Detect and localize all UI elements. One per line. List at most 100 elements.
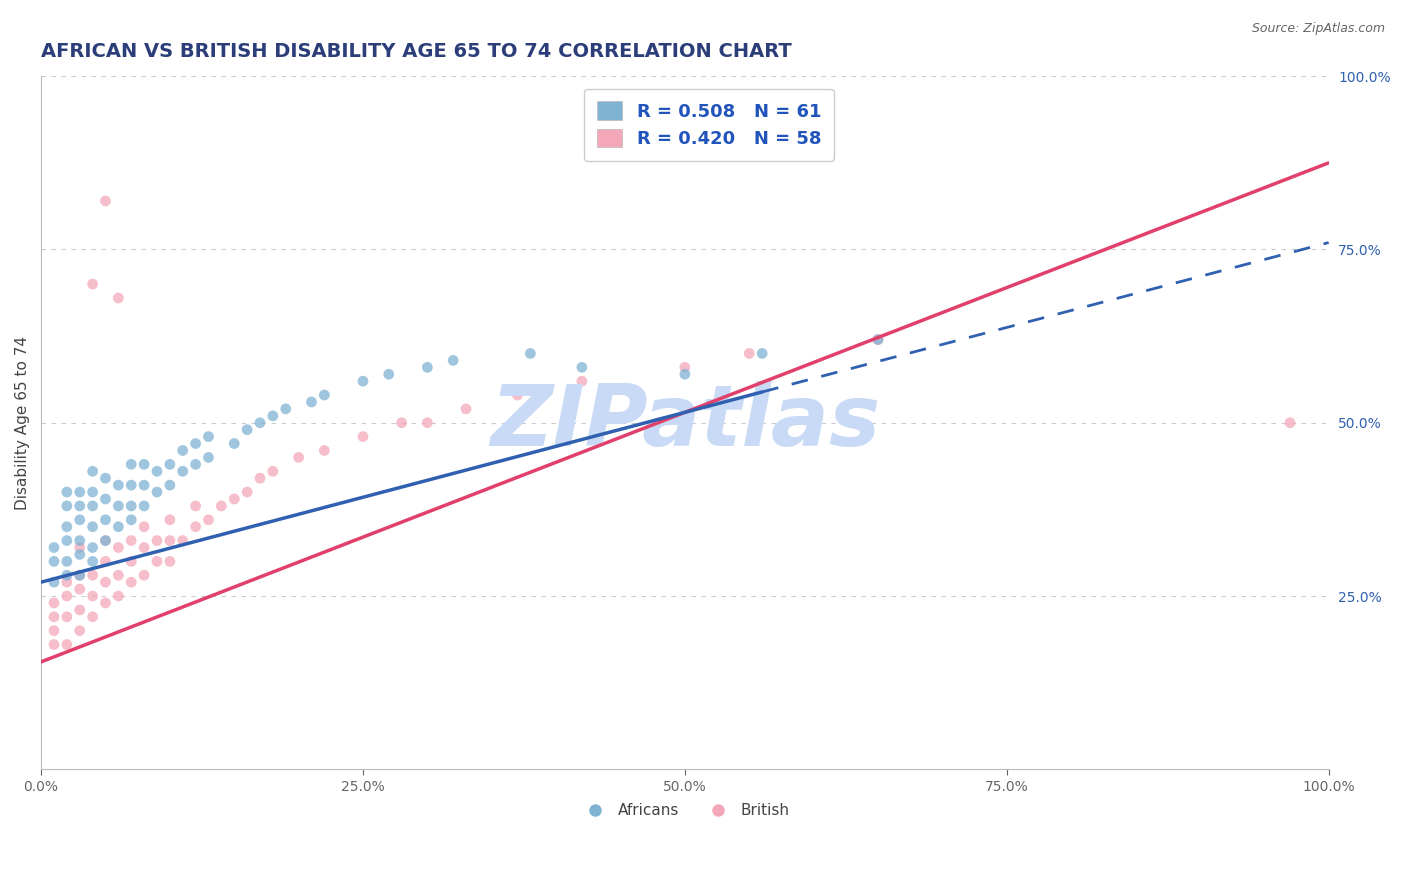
Point xyxy=(56,485,79,500)
Point xyxy=(274,401,297,416)
Y-axis label: Disability Age 65 to 74: Disability Age 65 to 74 xyxy=(15,335,30,509)
Point xyxy=(94,575,117,590)
Point xyxy=(197,450,219,465)
Point xyxy=(416,360,439,375)
Point xyxy=(209,499,232,513)
Point xyxy=(236,423,259,437)
Point xyxy=(107,291,129,305)
Point xyxy=(69,485,91,500)
Point xyxy=(56,519,79,533)
Point xyxy=(94,554,117,568)
Point xyxy=(82,541,104,555)
Point xyxy=(132,519,155,533)
Point xyxy=(197,513,219,527)
Point xyxy=(159,554,181,568)
Point xyxy=(287,450,309,465)
Legend: Africans, British: Africans, British xyxy=(574,797,796,824)
Text: Source: ZipAtlas.com: Source: ZipAtlas.com xyxy=(1251,22,1385,36)
Point xyxy=(107,478,129,492)
Point xyxy=(120,499,142,513)
Point xyxy=(172,443,194,458)
Point xyxy=(314,388,336,402)
Point xyxy=(94,533,117,548)
Point xyxy=(184,458,207,472)
Point xyxy=(69,568,91,582)
Point xyxy=(56,568,79,582)
Point xyxy=(69,603,91,617)
Point xyxy=(262,464,284,478)
Point xyxy=(107,568,129,582)
Point xyxy=(132,478,155,492)
Point xyxy=(42,596,65,610)
Point xyxy=(56,575,79,590)
Point xyxy=(56,610,79,624)
Point xyxy=(94,533,117,548)
Point xyxy=(56,589,79,603)
Point xyxy=(82,519,104,533)
Point xyxy=(82,464,104,478)
Point xyxy=(159,458,181,472)
Point xyxy=(1279,416,1302,430)
Point xyxy=(236,485,259,500)
Point xyxy=(69,499,91,513)
Point xyxy=(56,638,79,652)
Point xyxy=(82,589,104,603)
Point xyxy=(69,533,91,548)
Point xyxy=(184,519,207,533)
Point xyxy=(82,568,104,582)
Point xyxy=(69,582,91,596)
Point xyxy=(146,464,169,478)
Point xyxy=(673,368,696,382)
Point xyxy=(107,589,129,603)
Point xyxy=(69,548,91,562)
Point xyxy=(262,409,284,423)
Point xyxy=(56,499,79,513)
Text: ZIPatlas: ZIPatlas xyxy=(489,381,880,464)
Point xyxy=(82,554,104,568)
Point xyxy=(506,388,529,402)
Point xyxy=(352,374,374,388)
Point xyxy=(69,513,91,527)
Point xyxy=(69,624,91,638)
Point xyxy=(82,485,104,500)
Point xyxy=(132,499,155,513)
Point xyxy=(673,360,696,375)
Point xyxy=(249,416,271,430)
Point xyxy=(94,194,117,208)
Point xyxy=(69,568,91,582)
Point xyxy=(314,443,336,458)
Point xyxy=(416,416,439,430)
Point xyxy=(107,541,129,555)
Point xyxy=(391,416,413,430)
Point xyxy=(42,610,65,624)
Point xyxy=(42,554,65,568)
Point xyxy=(132,458,155,472)
Point xyxy=(159,533,181,548)
Point xyxy=(82,610,104,624)
Point xyxy=(146,554,169,568)
Point xyxy=(172,464,194,478)
Point xyxy=(132,568,155,582)
Point xyxy=(571,374,593,388)
Point xyxy=(42,575,65,590)
Point xyxy=(94,596,117,610)
Point xyxy=(94,471,117,485)
Point xyxy=(751,346,773,360)
Point xyxy=(454,401,477,416)
Point xyxy=(249,471,271,485)
Point xyxy=(82,277,104,292)
Point xyxy=(146,533,169,548)
Point xyxy=(107,499,129,513)
Point xyxy=(120,513,142,527)
Point xyxy=(197,429,219,443)
Point xyxy=(519,346,541,360)
Point xyxy=(866,333,889,347)
Point xyxy=(441,353,464,368)
Point xyxy=(377,368,399,382)
Point xyxy=(120,458,142,472)
Point xyxy=(224,436,246,450)
Point xyxy=(159,478,181,492)
Point xyxy=(94,513,117,527)
Point xyxy=(146,485,169,500)
Point xyxy=(94,491,117,506)
